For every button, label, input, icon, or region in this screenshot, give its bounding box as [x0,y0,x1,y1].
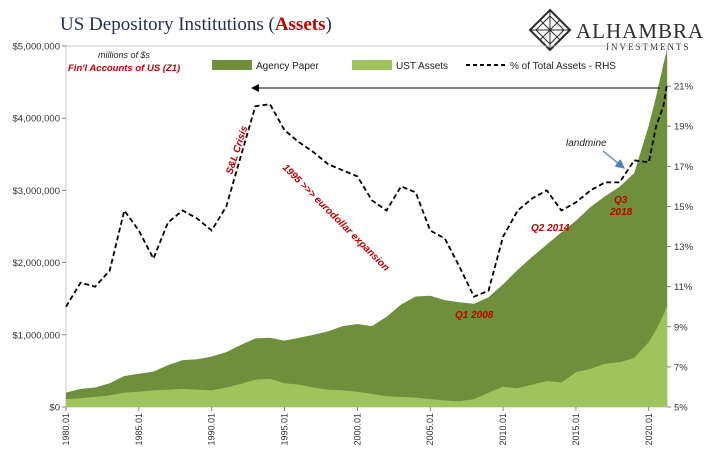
x-tick-label: 1985.01 [134,413,144,446]
x-tick-label: 2015.01 [571,413,581,446]
brand-logo: ALHAMBRA INVESTMENTS [528,8,704,52]
annotation-q1-2008: Q1 2008 [455,310,494,321]
y-left-tick-label: $1,000,000 [12,330,60,341]
legend-label-ust: UST Assets [396,61,448,72]
annotation-landmine: landmine [566,138,607,149]
x-tick-label: 1995.01 [280,413,290,446]
legend: Agency Paper UST Assets % of Total Asset… [212,60,616,72]
y-left-tick-label: $5,000,000 [12,42,60,53]
source-note: Fin'l Accounts of US (Z1) [68,63,180,74]
line-series [65,83,668,308]
y-right-tick-label: 19% [674,122,694,133]
legend-swatch-ust [352,60,392,70]
annotation-q3-label: Q3 [614,195,628,206]
y-left-tick-label: $4,000,000 [12,114,60,125]
y-right-tick-label: 21% [674,82,694,93]
chart-title: US Depository Institutions (Assets) [60,14,332,35]
units-note: millions of $s [98,50,151,60]
area-agency-paper [66,49,667,407]
landmine-arrow [602,150,625,169]
x-tick-label: 1990.01 [207,413,217,446]
y-right-tick-label: 15% [674,202,694,213]
x-tick-label: 2010.01 [498,413,508,446]
x-tick-label: 2020.01 [644,413,654,446]
y-left-tick-label: $0 [49,403,60,414]
annotation-expansion: 1995 >>> eurodollar expansion [280,162,391,273]
diamond-logo-icon [528,8,572,52]
y-right-tick-label: 5% [674,403,688,414]
legend-label-pct: % of Total Assets - RHS [510,61,616,72]
area-ust-assets [66,305,667,407]
x-tick-label: 2005.01 [425,413,435,446]
annotation-2018-label: 2018 [609,207,633,218]
y-right-tick-label: 17% [674,162,694,173]
y-left-tick-label: $3,000,000 [12,186,60,197]
y-right-tick-label: 9% [674,322,688,333]
legend-label-agency: Agency Paper [256,61,319,72]
x-tick-label: 2000.01 [352,413,362,446]
brand-sub: INVESTMENTS [606,42,691,52]
axes: $0 $1,000,000 $2,000,000 $3,000,000 $4,000,0… [12,42,693,446]
brand-name: ALHAMBRA [576,19,704,43]
x-tick-label: 1980.01 [61,413,71,446]
legend-swatch-agency [212,60,252,70]
y-left-tick-label: $2,000,000 [12,258,60,269]
y-right-tick-label: 11% [674,282,693,293]
area-series [66,49,667,407]
line-pct-total-assets [65,83,668,308]
annotation-q2-2014: Q2 2014 [531,223,570,234]
y-right-tick-label: 7% [674,362,688,373]
y-right-tick-label: 13% [674,242,694,253]
